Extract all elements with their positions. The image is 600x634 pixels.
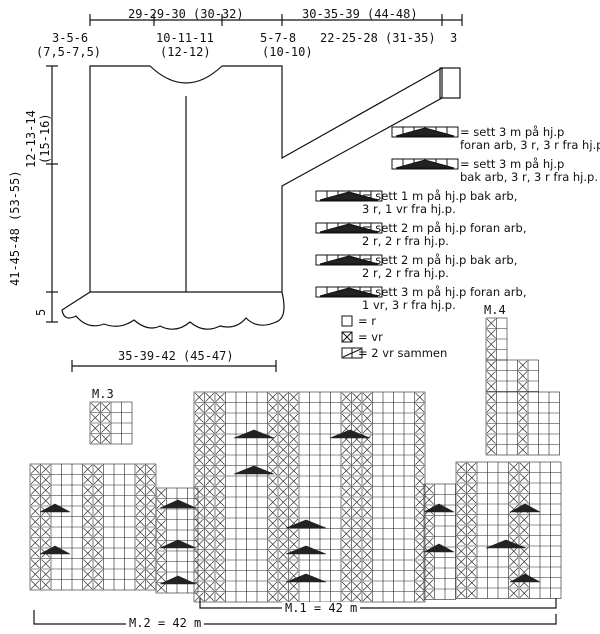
bottom-width-label: 35-39-42 (45-47) [118,349,234,363]
shoulder-label: 3-5-6 [52,31,89,45]
m2-chart-left [29,463,157,591]
symbol-text-2: = 2 vr sammen [358,346,448,360]
top-width-label: 29-29-30 (30-32) [128,7,244,21]
legend-text-4: = sett 2 m på hj.p bak arb, 2 r, 2 r fra… [362,253,518,280]
m3-chart [89,401,133,445]
sleeve-label: 22-25-28 (31-35) [320,31,436,45]
m1-chart-right [423,483,456,600]
neck-right-paren-label: (10-10) [262,45,313,59]
legend-text-1: = sett 3 m på hj.p bak arb, 3 r, 3 r fra… [460,157,598,184]
cable-3-front-purl-icon [315,286,383,298]
m2-chart-right [455,461,562,599]
legend-text-0: = sett 3 m på hj.p foran arb, 3 r, 3 r f… [460,125,600,152]
armhole-label: 12-13-14 [24,110,38,168]
cable-2-back-icon [315,254,383,266]
m2-bracket [33,610,557,625]
armhole-paren-label: (15-16) [38,113,52,164]
cable-3-back-icon [391,158,459,170]
top-right-label: 30-35-39 (44-48) [302,7,418,21]
m2-chart-mid [155,487,199,594]
garment-outline [61,65,443,330]
neck-paren-label: (12-12) [160,45,211,59]
m4-label: M.4 [484,303,506,317]
legend-text-2: = sett 1 m på hj.p bak arb, 3 r, 1 vr fr… [362,189,518,216]
legend-text-3: = sett 2 m på hj.p foran arb, 2 r, 2 r f… [362,221,527,248]
m2-label: M.2 = 42 m [126,617,205,630]
m1-bracket [199,598,557,609]
m4-chart-step-2 [485,391,560,456]
symbol-text-0: = r [358,314,377,328]
m4-chart-step-0 [485,317,508,361]
cuff-label: 3 [450,31,458,45]
neck-right-label: 5-7-8 [260,31,297,45]
purl-square-icon [341,331,353,343]
m1-label: M.1 = 42 m [282,602,361,615]
m4-chart [485,317,560,456]
cuff [439,67,461,99]
length-label: 41-45-48 (53-55) [8,170,22,286]
neck-label: 10-11-11 [156,31,214,45]
symbol-text-1: = vr [358,330,383,344]
m4-chart-step-1 [485,359,539,392]
cable-1-back-icon [315,190,383,202]
knit-square-icon [341,315,353,327]
cable-3-front-icon [391,126,459,138]
legend-text-5: = sett 3 m på hj.p foran arb, 1 vr, 3 r … [362,285,527,312]
purl-two-together-icon [341,347,363,359]
shoulder-paren-label: (7,5-7,5) [36,45,102,59]
ruffle-label: 5 [34,308,48,316]
cable-2-front-icon [315,222,383,234]
m3-label: M.3 [92,387,114,401]
m1-chart [193,391,426,603]
